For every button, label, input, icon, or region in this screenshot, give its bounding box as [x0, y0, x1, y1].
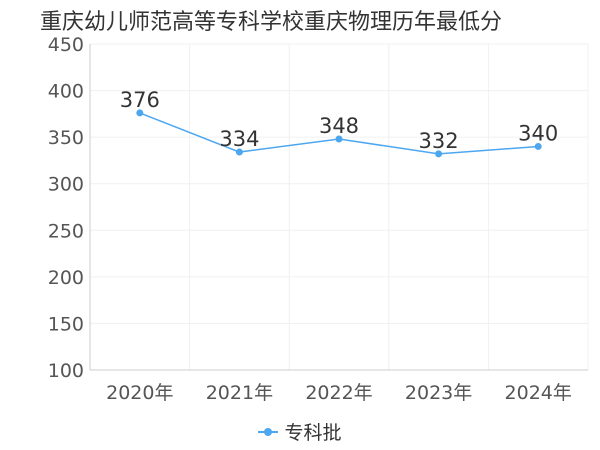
data-label: 376 — [120, 88, 160, 112]
x-tick-label: 2022年 — [305, 382, 372, 404]
chart-title: 重庆幼儿师范高等专科学校重庆物理历年最低分 — [40, 10, 503, 35]
y-tick-label: 100 — [48, 360, 84, 382]
y-tick-label: 400 — [48, 81, 84, 103]
x-tick-label: 2020年 — [106, 382, 173, 404]
x-tick-label: 2021年 — [206, 382, 273, 404]
legend-line-marker-icon — [258, 427, 279, 437]
y-tick-label: 350 — [48, 127, 84, 149]
data-label: 332 — [419, 129, 459, 153]
data-label: 348 — [319, 114, 359, 138]
data-point — [136, 109, 144, 117]
x-tick-label: 2024年 — [505, 382, 572, 404]
y-tick-label: 200 — [48, 267, 84, 289]
data-point — [235, 148, 243, 156]
data-label: 340 — [518, 121, 558, 145]
data-point — [435, 150, 443, 158]
legend-label: 专科批 — [284, 422, 342, 444]
data-label: 334 — [219, 127, 259, 151]
data-point — [335, 135, 343, 143]
y-tick-label: 300 — [48, 174, 84, 196]
legend-item-series[interactable]: 专科批 — [258, 418, 342, 445]
y-tick-label: 150 — [48, 313, 84, 335]
y-tick-label: 450 — [48, 34, 84, 56]
legend: 专科批 — [0, 418, 600, 445]
y-tick-label: 250 — [48, 220, 84, 242]
data-point — [534, 142, 542, 150]
x-tick-label: 2023年 — [405, 382, 472, 404]
